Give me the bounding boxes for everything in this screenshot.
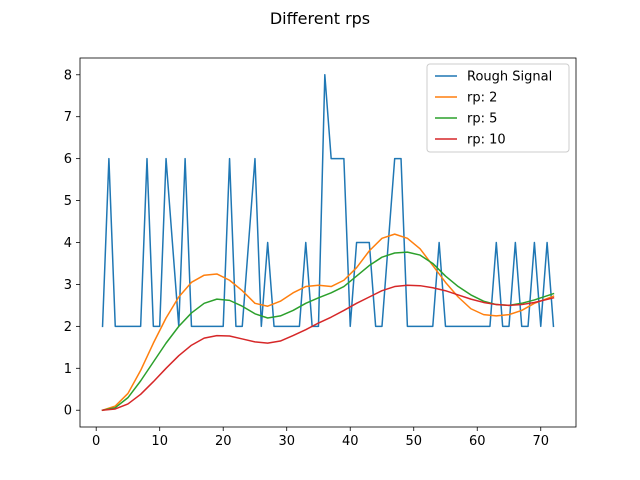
y-tick-label: 0 (64, 404, 72, 419)
legend-label-3: rp: 10 (467, 133, 506, 148)
x-tick-label: 30 (278, 434, 295, 449)
chart-title: Different rps (270, 9, 370, 28)
x-tick-label: 60 (469, 434, 486, 449)
x-tick-label: 40 (342, 434, 359, 449)
y-tick-label: 7 (64, 110, 72, 125)
y-tick-label: 1 (64, 362, 72, 377)
x-tick-label: 0 (92, 434, 100, 449)
series-line-3 (101, 284, 555, 412)
y-tick-label: 8 (64, 68, 72, 83)
x-tick-label: 50 (405, 434, 422, 449)
series-line-1 (101, 233, 555, 412)
x-tick-label: 70 (532, 434, 549, 449)
y-tick-label: 4 (64, 236, 72, 251)
x-tick-label: 10 (151, 434, 168, 449)
y-tick-label: 6 (64, 152, 72, 167)
x-tick-label: 20 (215, 434, 232, 449)
y-tick-label: 3 (64, 278, 72, 293)
legend-label-0: Rough Signal (467, 70, 552, 85)
legend: Rough Signal rp: 2 rp: 5 rp: 10 (426, 63, 570, 153)
series-line-0 (101, 74, 555, 328)
legend-label-2: rp: 5 (467, 112, 497, 127)
series-line-2 (101, 251, 555, 412)
legend-label-1: rp: 2 (467, 91, 497, 106)
series-layer (101, 74, 555, 412)
y-tick-label: 5 (64, 194, 72, 209)
axes-layer: 0 10 20 30 40 50 60 70 0 1 2 3 4 5 6 7 8 (64, 57, 577, 449)
legend-box (426, 63, 570, 153)
y-tick-label: 2 (64, 320, 72, 335)
